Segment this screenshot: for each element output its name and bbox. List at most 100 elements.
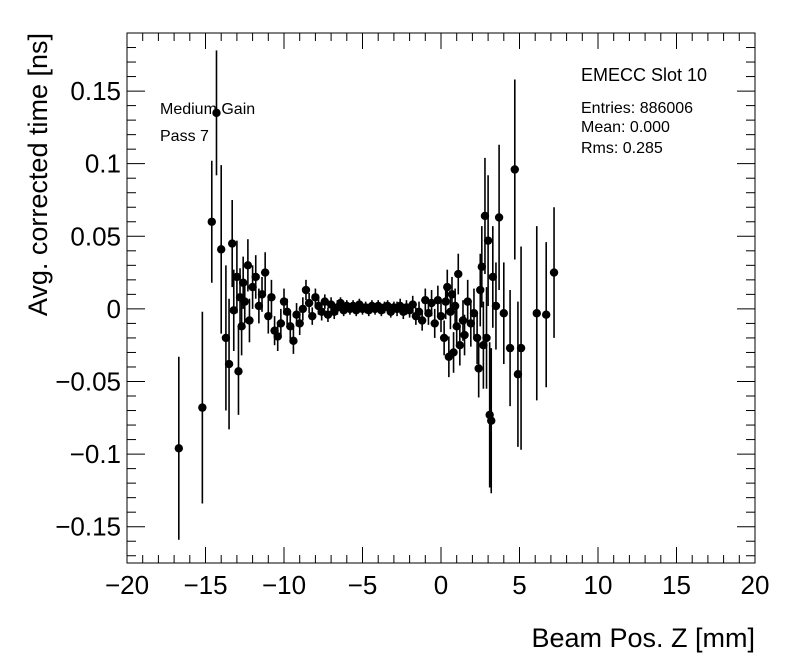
data-point: [311, 293, 320, 302]
data-point: [295, 319, 304, 328]
data-point: [449, 348, 458, 357]
data-point: [217, 245, 226, 254]
data-point: [480, 211, 490, 221]
data-point: [417, 316, 427, 325]
data-point: [336, 298, 345, 308]
x-tick-label: 15: [662, 570, 691, 600]
annotation-gain: Medium Gain: [160, 101, 255, 118]
data-point: [207, 217, 216, 226]
data-point: [466, 319, 476, 328]
data-point: [476, 285, 485, 295]
data-point: [232, 272, 242, 282]
data-point: [477, 262, 487, 271]
data-point: [212, 108, 221, 118]
y-tick-label: −0.1: [70, 439, 121, 469]
data-point: [248, 282, 257, 292]
data-point: [298, 304, 308, 314]
y-tick-label: −0.05: [55, 366, 121, 396]
data-point: [433, 295, 443, 305]
data-point: [482, 333, 491, 343]
data-point: [513, 370, 523, 379]
data-point: [491, 301, 501, 311]
data-point: [424, 309, 433, 318]
data-point: [469, 309, 479, 318]
data-point: [254, 301, 264, 311]
y-tick-label: 0.15: [70, 76, 121, 106]
data-point: [267, 293, 276, 302]
data-point: [460, 330, 469, 340]
data-point: [483, 236, 493, 245]
data-point: [474, 364, 483, 373]
data-point: [234, 367, 243, 376]
data-point: [279, 297, 289, 306]
data-point: [260, 268, 270, 277]
data-point: [198, 403, 207, 412]
data-point: [472, 333, 482, 343]
data-point: [304, 298, 314, 308]
y-axis-ticks: [127, 32, 755, 557]
y-tick-label: 0.1: [85, 149, 121, 179]
data-point: [421, 295, 430, 305]
stats-rms: Rms: 0.285: [581, 140, 663, 157]
data-point: [436, 311, 446, 321]
data-point: [479, 340, 488, 350]
data-point: [257, 290, 267, 299]
y-axis-label: Avg. corrected time [ns]: [23, 33, 53, 316]
data-points: [174, 50, 559, 540]
data-point: [174, 444, 184, 453]
data-point: [494, 213, 504, 222]
data-point: [292, 310, 301, 319]
x-tick-label: −20: [105, 570, 149, 600]
data-point: [264, 311, 273, 321]
x-tick-label: 5: [512, 570, 526, 600]
data-point: [487, 416, 496, 425]
data-point: [455, 340, 465, 350]
data-point: [317, 307, 326, 316]
y-tick-label: −0.15: [55, 512, 121, 542]
data-point: [276, 319, 286, 328]
data-point: [273, 332, 282, 341]
data-point: [510, 165, 519, 174]
data-point: [549, 268, 559, 277]
data-point: [408, 300, 417, 309]
x-tick-label: 0: [434, 570, 448, 600]
x-tick-label: −5: [348, 570, 378, 600]
data-point: [221, 333, 231, 343]
x-axis-tick-labels: −20 −15 −10 −5 0 5 10 15 20: [105, 570, 770, 600]
stats-entries: Entries: 886006: [581, 100, 693, 117]
data-point: [452, 322, 461, 331]
data-point: [286, 322, 295, 331]
data-point: [251, 272, 260, 282]
data-point: [289, 336, 298, 346]
stats-mean: Mean: 0.000: [581, 119, 670, 136]
data-point: [505, 343, 515, 353]
data-point: [229, 306, 238, 315]
data-point: [308, 311, 317, 321]
data-point: [282, 307, 292, 316]
data-point: [516, 343, 526, 353]
x-tick-label: 20: [741, 570, 770, 600]
y-tick-label: 0.05: [70, 221, 121, 251]
data-point: [488, 272, 498, 282]
data-point: [323, 310, 333, 319]
y-axis-tick-labels: −0.15 −0.1 −0.05 0 0.05 0.1 0.15: [55, 76, 121, 542]
data-point: [243, 261, 253, 270]
data-point: [463, 297, 472, 306]
data-point: [450, 301, 460, 311]
annotation-pass: Pass 7: [160, 128, 209, 145]
x-tick-label: 10: [584, 570, 613, 600]
data-point: [499, 309, 508, 318]
x-tick-label: −15: [183, 570, 227, 600]
data-point: [224, 359, 234, 369]
stats-title: EMECC Slot 10: [581, 65, 707, 85]
data-point: [238, 278, 248, 287]
data-point: [430, 319, 439, 328]
data-point: [326, 300, 336, 309]
data-point: [245, 316, 254, 325]
x-axis-ticks: [126, 33, 756, 563]
y-tick-label: 0: [107, 294, 121, 324]
data-point: [237, 322, 246, 331]
data-point: [320, 297, 330, 306]
data-point: [441, 297, 450, 306]
